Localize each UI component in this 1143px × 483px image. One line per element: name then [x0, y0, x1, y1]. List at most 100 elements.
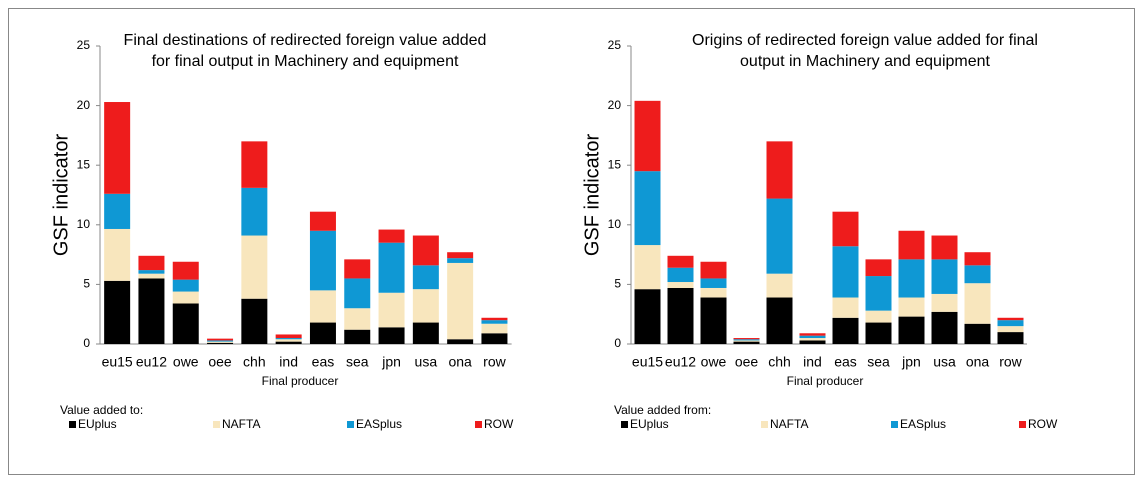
legend-label: ROW [1028, 417, 1058, 431]
bar-segment [964, 252, 991, 266]
legend-swatch [475, 421, 482, 428]
bar-segment [667, 282, 694, 288]
bar-segment [172, 261, 199, 280]
bar-segment [172, 291, 199, 304]
bar-segment [207, 342, 234, 344]
bar-segment [207, 341, 234, 343]
legend-swatch [213, 421, 220, 428]
bar-segment [309, 230, 336, 291]
bar-segment [733, 339, 760, 341]
bar-segment [172, 303, 199, 344]
legend-title: Value added to: [60, 403, 143, 417]
bar-segment [931, 293, 958, 312]
y-tick-label: 15 [608, 157, 622, 171]
legend-label: ROW [484, 417, 514, 431]
bar-segment [447, 252, 474, 259]
bar-segment [412, 289, 439, 323]
bar-segment [378, 242, 405, 293]
bar-segment [207, 338, 234, 341]
bar-segment [898, 297, 925, 317]
x-tick-label: chh [768, 354, 791, 370]
bar-segment [766, 141, 793, 199]
x-tick-label: sea [346, 354, 369, 370]
bar-segment [481, 333, 508, 344]
bar-segment [667, 255, 694, 268]
bar-segment [634, 100, 661, 172]
y-tick-label: 5 [83, 277, 90, 291]
legend-label: NAFTA [770, 417, 808, 431]
y-tick-label: 5 [614, 277, 621, 291]
x-tick-label: eu15 [632, 354, 663, 370]
bar-segment [865, 310, 892, 323]
bar-segment [275, 334, 302, 339]
y-axis-label: GSF indicator [50, 134, 72, 257]
bar-segment [997, 326, 1024, 333]
x-tick-label: row [483, 354, 506, 370]
x-tick-label: oee [735, 354, 759, 370]
x-tick-label: owe [173, 354, 199, 370]
bar-segment [344, 259, 371, 279]
bar-segment [412, 235, 439, 266]
x-tick-label: ind [279, 354, 298, 370]
bar-segment [700, 261, 727, 279]
x-tick-label: eu12 [136, 354, 167, 370]
y-tick-label: 0 [83, 336, 90, 350]
x-tick-label: oee [208, 354, 232, 370]
x-tick-label: eu12 [665, 354, 696, 370]
bar-segment [832, 211, 859, 247]
legend-label: EUplus [630, 417, 669, 431]
bar-segment [865, 259, 892, 277]
bar-segment [898, 259, 925, 298]
bar-segment [378, 327, 405, 344]
x-tick-label: jpn [381, 354, 401, 370]
bar-segment [799, 335, 826, 339]
bar-segment [138, 273, 165, 279]
legend-swatch [761, 421, 768, 428]
bar-segment [412, 322, 439, 344]
legend-swatch [621, 421, 628, 428]
bar-segment [865, 276, 892, 311]
bar-segment [997, 332, 1024, 344]
x-tick-label: row [999, 354, 1022, 370]
bar-segment [138, 270, 165, 274]
bar-segment [997, 317, 1024, 321]
x-tick-label: eu15 [102, 354, 133, 370]
chart-title: Origins of redirected foreign value adde… [692, 32, 1038, 70]
bar-segment [207, 340, 234, 342]
bar-segment [964, 265, 991, 284]
bar-segment [378, 229, 405, 243]
bar-segment [931, 259, 958, 294]
bar-segment [766, 273, 793, 298]
bar-segment [667, 267, 694, 283]
legend-swatch [1019, 421, 1026, 428]
x-tick-label: owe [701, 354, 727, 370]
bar-segment [344, 308, 371, 330]
x-tick-label: sea [867, 354, 890, 370]
bar-segment [309, 290, 336, 323]
bar-segment [700, 287, 727, 298]
bar-segment [104, 280, 131, 344]
x-tick-label: jpn [901, 354, 921, 370]
bar-segment [733, 340, 760, 342]
y-tick-label: 10 [77, 217, 91, 231]
chart-title: Final destinations of redirected foreign… [123, 32, 487, 70]
bar-segment [275, 341, 302, 344]
bar-segment [241, 235, 268, 299]
bar-segment [378, 292, 405, 328]
x-tick-label: eas [312, 354, 335, 370]
bar-segment [634, 171, 661, 246]
bar-segment [733, 341, 760, 344]
bar-segment [104, 193, 131, 229]
y-tick-label: 0 [614, 336, 621, 350]
bar-segment [667, 287, 694, 344]
bar-segment [104, 228, 131, 281]
y-tick-label: 15 [77, 157, 91, 171]
bar-segment [481, 320, 508, 324]
bar-segment [799, 340, 826, 344]
y-axis-label: GSF indicator [581, 134, 603, 257]
bar-segment [481, 323, 508, 334]
x-tick-label: ona [966, 354, 990, 370]
bar-segment [997, 320, 1024, 327]
bar-segment [898, 230, 925, 260]
